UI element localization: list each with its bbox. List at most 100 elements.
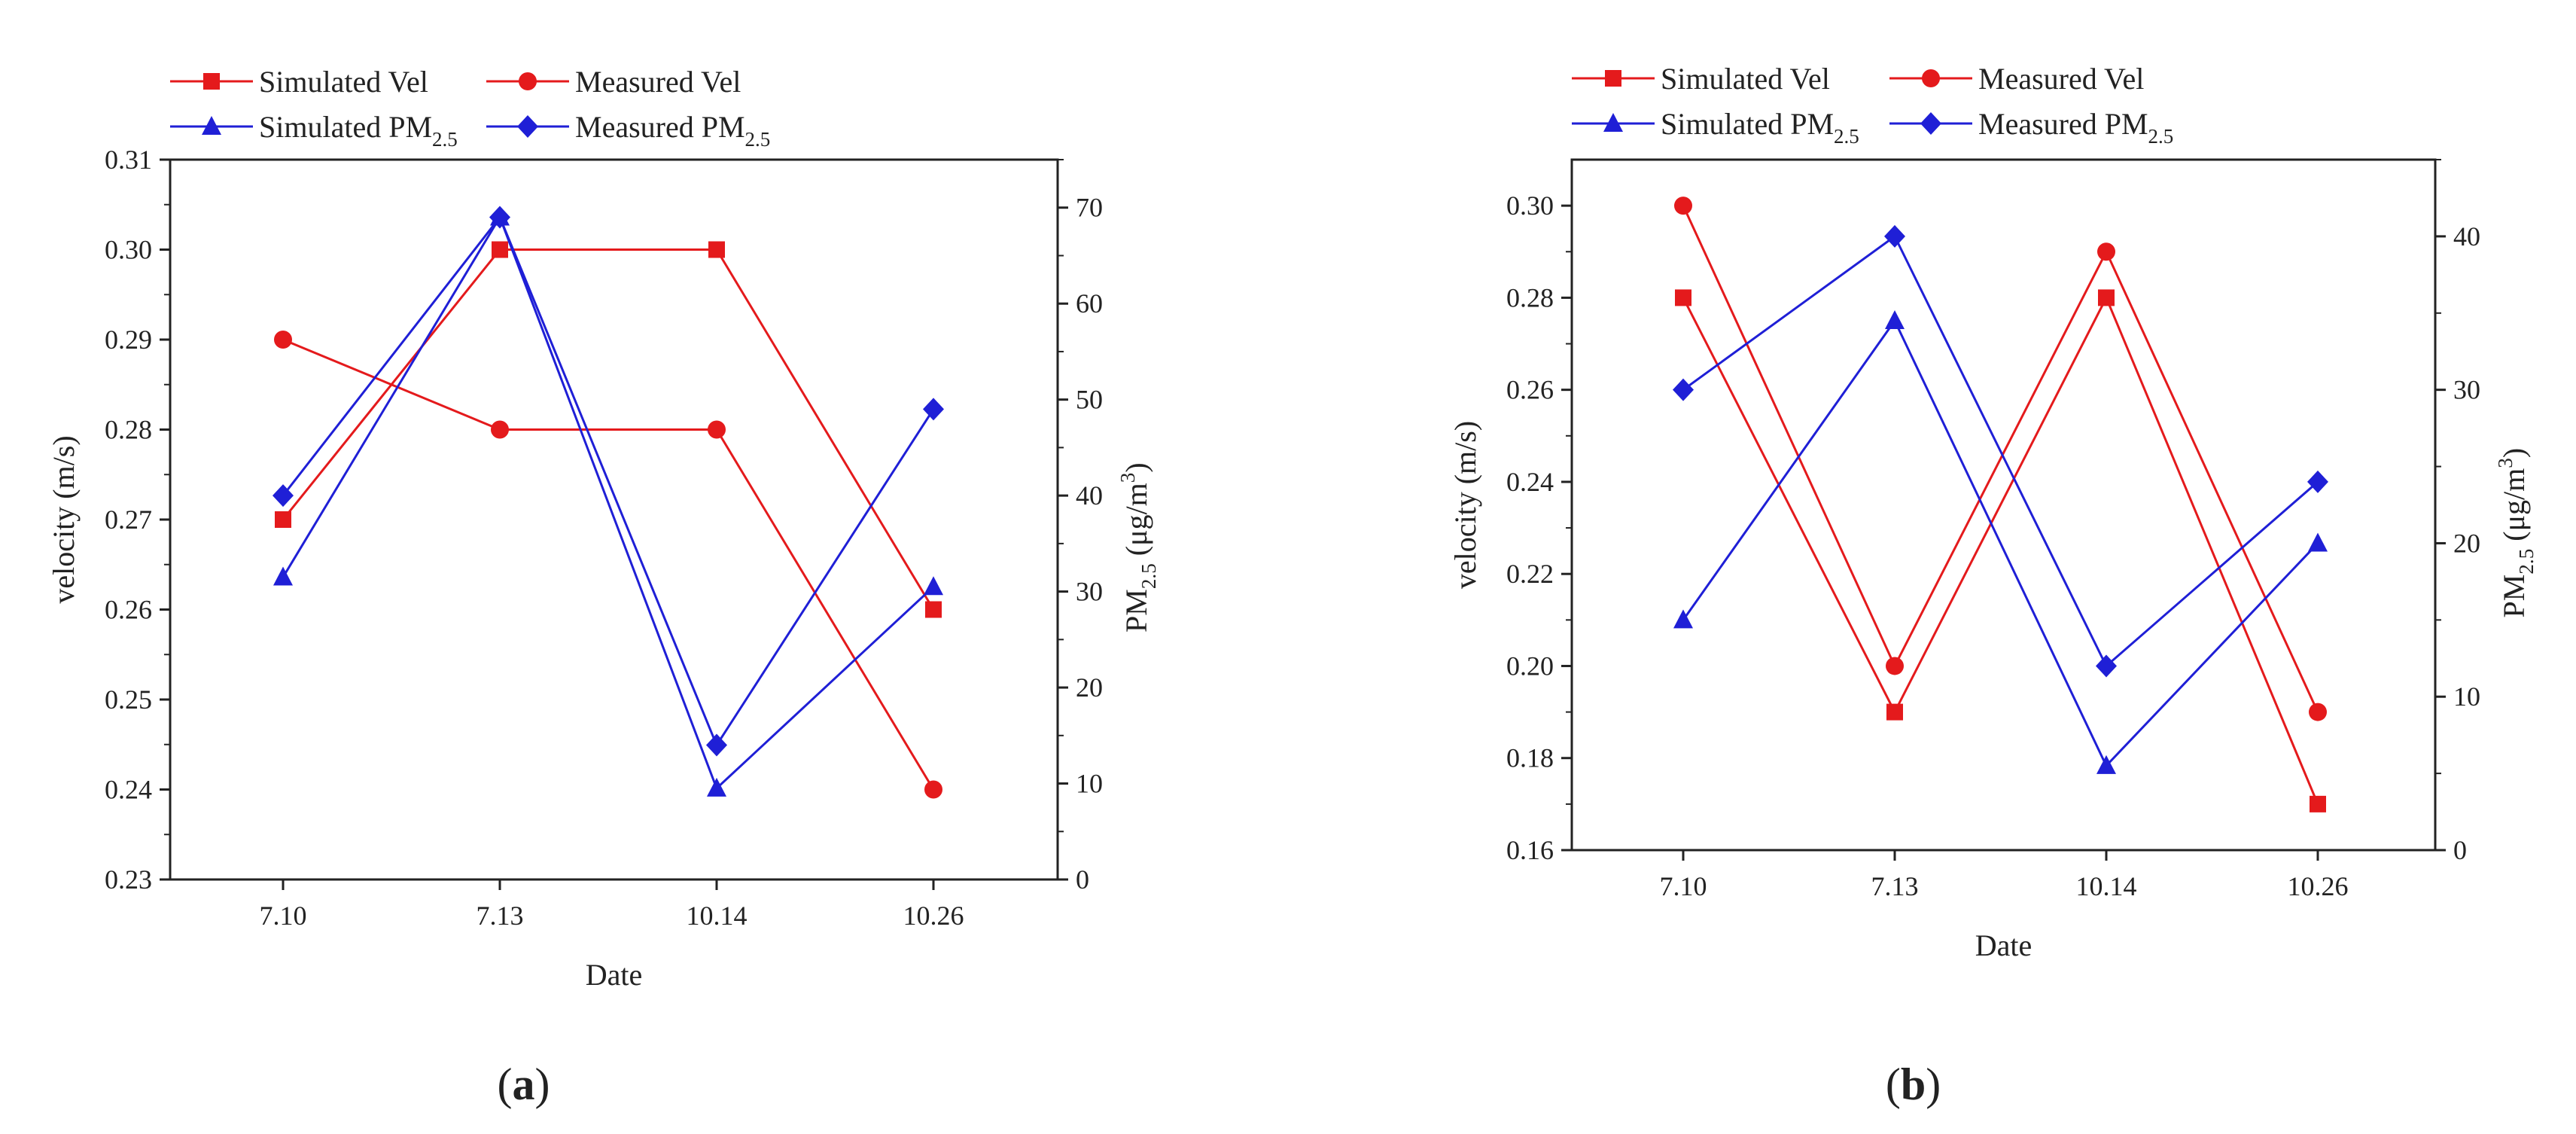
data-point — [491, 420, 509, 439]
right-axis-title: PM2.5 (μg/m3) — [2494, 448, 2538, 618]
legend-marker — [1603, 113, 1623, 132]
legend-marker — [519, 72, 537, 90]
data-point — [1885, 309, 1905, 329]
chart-panel-b: 0.16 0.18 0.20 0.22 0.24 0.26 0.28 0.30 0 10 20 30 4… — [1448, 62, 2538, 1109]
x-axis-title: Date — [586, 958, 643, 992]
legend-marker — [1605, 70, 1621, 87]
data-point — [2308, 532, 2328, 552]
x-tick-label: 10.14 — [2076, 871, 2137, 901]
left-tick-label: 0.16 — [1506, 835, 1554, 865]
x-tick-label: 7.13 — [1871, 871, 1919, 901]
left-tick-label: 0.28 — [1506, 282, 1554, 312]
right-tick-label: 10 — [1076, 769, 1103, 799]
legend-label: Simulated Vel — [259, 65, 428, 99]
plot-frame — [1570, 158, 2437, 852]
legend-label: Simulated PM2.5 — [259, 110, 458, 151]
series-line-simulated-vel — [1682, 294, 2319, 805]
data-point — [2097, 242, 2115, 261]
right-tick-label: 70 — [1076, 193, 1103, 223]
data-point — [2309, 703, 2327, 721]
right-axis-title: PM2.5 (μg/m3) — [1116, 462, 1160, 633]
left-tick-label: 0.28 — [105, 415, 152, 445]
data-point — [2096, 754, 2116, 774]
data-point — [706, 733, 727, 757]
data-point — [2096, 654, 2117, 678]
left-tick-label: 0.24 — [1506, 467, 1554, 497]
left-tick-label: 0.20 — [1506, 651, 1554, 681]
panel-label: (b) — [1886, 1059, 1941, 1109]
left-tick-label: 0.22 — [1506, 559, 1554, 589]
right-tick-label: 20 — [2453, 528, 2480, 558]
data-point — [273, 566, 293, 586]
x-tick-label: 10.26 — [903, 901, 964, 931]
data-point — [492, 241, 508, 258]
right-tick-label: 30 — [1076, 577, 1103, 607]
left-tick-label: 0.30 — [1506, 191, 1554, 221]
data-point — [2307, 470, 2328, 493]
data-point — [273, 484, 294, 508]
right-tick-label: 0 — [2453, 835, 2467, 865]
right-tick-label: 10 — [2453, 681, 2480, 712]
legend-label: Measured Vel — [575, 65, 741, 99]
series-line-simulated-pm2-5 — [1682, 319, 2319, 768]
data-point — [2098, 289, 2115, 306]
right-tick-label: 40 — [2453, 221, 2480, 251]
x-axis-title: Date — [1975, 928, 2032, 962]
data-point — [1886, 703, 1903, 721]
data-point — [923, 398, 944, 421]
series-line-measured-pm2-5 — [282, 215, 935, 748]
data-point — [274, 331, 292, 349]
right-tick-label: 40 — [1076, 480, 1103, 511]
right-tick-label: 30 — [2453, 375, 2480, 405]
data-point — [1884, 224, 1905, 248]
right-tick-label: 60 — [1076, 288, 1103, 319]
left-tick-label: 0.18 — [1506, 743, 1554, 773]
chart-panel-a: 0.23 0.24 0.25 0.26 0.27 0.28 0.29 0.30 0.31 0 10 2… — [47, 65, 1160, 1109]
data-point — [925, 601, 942, 618]
data-point — [1673, 378, 1694, 401]
left-tick-label: 0.24 — [105, 775, 152, 805]
data-point — [924, 780, 942, 799]
x-tick-label: 7.13 — [477, 901, 524, 931]
left-tick-label: 0.26 — [105, 595, 152, 625]
panel-label: (a) — [498, 1059, 550, 1109]
series-line-measured-vel — [1682, 205, 2319, 713]
data-point — [489, 206, 510, 229]
data-point — [708, 420, 726, 439]
left-tick-label: 0.26 — [1506, 375, 1554, 405]
legend-marker — [202, 116, 221, 135]
data-point — [924, 576, 943, 596]
legend-label: Simulated PM2.5 — [1661, 107, 1859, 148]
left-tick-label: 0.31 — [105, 145, 152, 175]
series-line-measured-pm2-5 — [1682, 234, 2319, 668]
data-point — [707, 777, 726, 797]
legend-label: Measured PM2.5 — [575, 110, 770, 151]
data-point — [708, 241, 725, 258]
legend-marker — [517, 115, 538, 138]
series-line-measured-vel — [282, 338, 935, 791]
right-tick-label: 50 — [1076, 385, 1103, 415]
legend-marker — [1920, 112, 1941, 135]
x-tick-label: 10.14 — [687, 901, 748, 931]
series-line-simulated-pm2-5 — [282, 215, 935, 791]
left-tick-label: 0.23 — [105, 864, 152, 895]
right-tick-label: 0 — [1076, 864, 1089, 895]
legend-marker — [1922, 69, 1940, 87]
x-tick-label: 7.10 — [260, 901, 307, 931]
legend-label: Measured PM2.5 — [1978, 107, 2173, 148]
legend-label: Simulated Vel — [1661, 62, 1830, 96]
data-point — [1673, 609, 1693, 629]
data-point — [1674, 197, 1692, 215]
left-tick-label: 0.29 — [105, 325, 152, 355]
left-tick-label: 0.27 — [105, 505, 152, 535]
x-tick-label: 10.26 — [2288, 871, 2349, 901]
left-axis-title: velocity (m/s) — [1448, 421, 1482, 589]
legend-label: Measured Vel — [1978, 62, 2144, 96]
data-point — [1886, 657, 1904, 675]
right-tick-label: 20 — [1076, 672, 1103, 703]
legend-marker — [203, 73, 220, 90]
data-point — [2310, 795, 2326, 812]
data-point — [275, 511, 291, 528]
data-point — [1675, 289, 1691, 306]
